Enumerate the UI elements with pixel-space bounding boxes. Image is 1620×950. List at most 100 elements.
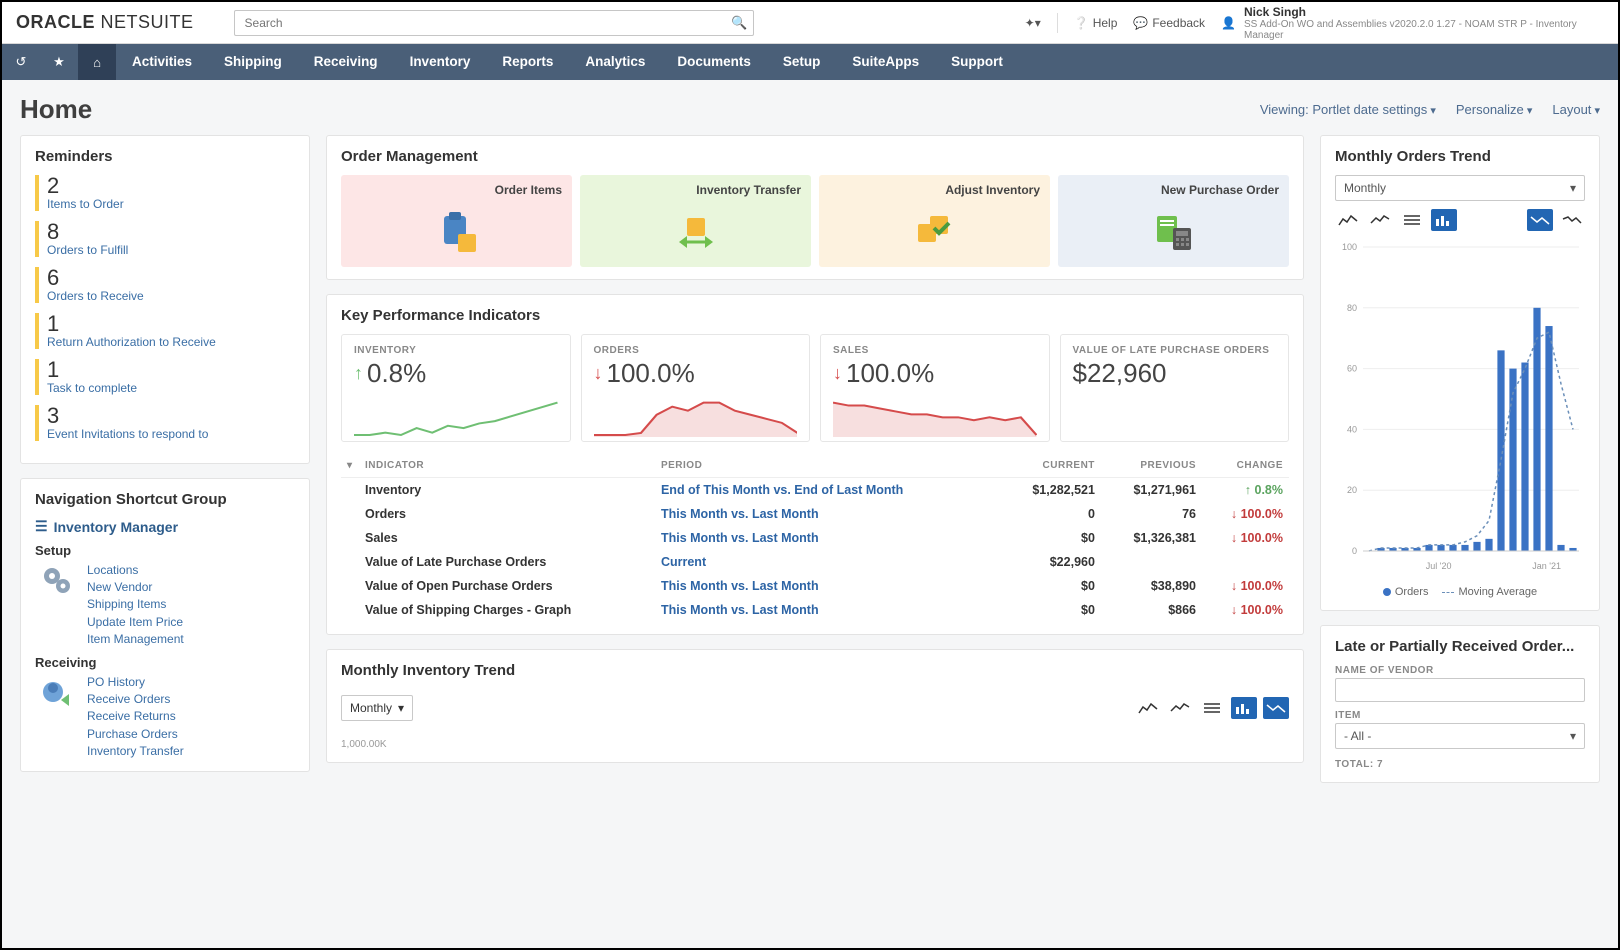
order-mgmt-portlet: Order Management Order Items Inventory T…: [326, 135, 1304, 280]
nav-setup[interactable]: Setup: [767, 44, 837, 80]
svg-text:60: 60: [1347, 364, 1357, 374]
area-chart-icon[interactable]: [1135, 697, 1161, 719]
reminder-item[interactable]: 6 Orders to Receive: [35, 267, 295, 303]
inv-trend-select[interactable]: Monthly▾: [341, 695, 413, 721]
table-row: Value of Shipping Charges - Graph This M…: [341, 598, 1289, 622]
shortcut-link[interactable]: Update Item Price: [87, 614, 184, 630]
nav-receiving[interactable]: Receiving: [298, 44, 394, 80]
orders-chart: 020406080100Jul '20Jan '21: [1335, 239, 1585, 579]
viewing-dropdown[interactable]: Viewing: Portlet date settings: [1260, 102, 1436, 117]
om-tile-label: Order Items: [351, 183, 562, 197]
reminder-label[interactable]: Event Invitations to respond to: [47, 427, 295, 441]
feedback-link[interactable]: 💬Feedback: [1133, 16, 1205, 30]
om-tile-label: Inventory Transfer: [590, 183, 801, 197]
reminders-title: Reminders: [35, 148, 295, 165]
om-tile[interactable]: Inventory Transfer: [580, 175, 811, 267]
kpi-title: Key Performance Indicators: [341, 307, 1289, 324]
reminder-count: 2: [47, 175, 295, 197]
trend-chart-icon[interactable]: [1559, 209, 1585, 231]
nav-reports[interactable]: Reports: [486, 44, 569, 80]
monthly-orders-select[interactable]: Monthly▾: [1335, 175, 1585, 201]
combo-chart-icon[interactable]: [1263, 697, 1289, 719]
reminder-label[interactable]: Items to Order: [47, 197, 295, 211]
reminder-label[interactable]: Orders to Fulfill: [47, 243, 295, 257]
om-tile-label: Adjust Inventory: [829, 183, 1040, 197]
vendor-input[interactable]: [1335, 678, 1585, 702]
kpi-card[interactable]: VALUE OF LATE PURCHASE ORDERS $22,960: [1060, 334, 1290, 442]
search-icon[interactable]: 🔍: [731, 15, 747, 30]
nav-suiteapps[interactable]: SuiteApps: [836, 44, 935, 80]
user-block[interactable]: 👤 Nick Singh SS Add-On WO and Assemblies…: [1221, 5, 1604, 41]
order-mgmt-title: Order Management: [341, 148, 1289, 165]
table-row: Value of Late Purchase Orders Current $2…: [341, 550, 1289, 574]
nav-documents[interactable]: Documents: [661, 44, 767, 80]
combo-chart-icon[interactable]: [1527, 209, 1553, 231]
line-chart-icon[interactable]: [1167, 697, 1193, 719]
shortcut-link[interactable]: PO History: [87, 674, 184, 690]
kpi-card[interactable]: ORDERS ↓100.0%: [581, 334, 811, 442]
shortcut-role[interactable]: ☰ Inventory Manager: [35, 518, 295, 535]
shortcut-link[interactable]: New Vendor: [87, 579, 184, 595]
om-tile[interactable]: Adjust Inventory: [819, 175, 1050, 267]
shortcut-link[interactable]: Inventory Transfer: [87, 743, 184, 759]
bar-chart-icon[interactable]: [1231, 697, 1257, 719]
search-input[interactable]: [234, 10, 754, 36]
table-row: Sales This Month vs. Last Month $0 $1,32…: [341, 526, 1289, 550]
shortcut-link[interactable]: Receive Returns: [87, 708, 184, 724]
user-icon: 👤: [1221, 16, 1236, 30]
item-select[interactable]: - All -▾: [1335, 723, 1585, 749]
reminder-item[interactable]: 8 Orders to Fulfill: [35, 221, 295, 257]
om-tile[interactable]: Order Items: [341, 175, 572, 267]
orders-legend: Orders Moving Average: [1335, 586, 1585, 598]
area-chart-icon[interactable]: [1335, 209, 1361, 231]
reminder-item[interactable]: 2 Items to Order: [35, 175, 295, 211]
shortcut-link[interactable]: Shipping Items: [87, 596, 184, 612]
nav-shipping[interactable]: Shipping: [208, 44, 298, 80]
shortcut-link[interactable]: Receive Orders: [87, 691, 184, 707]
shortcuts-portlet: Navigation Shortcut Group ☰ Inventory Ma…: [20, 478, 310, 772]
shortcuts-title: Navigation Shortcut Group: [35, 491, 295, 508]
kpi-card-label: VALUE OF LATE PURCHASE ORDERS: [1073, 345, 1277, 356]
kpi-card[interactable]: SALES ↓100.0%: [820, 334, 1050, 442]
reminder-item[interactable]: 1 Return Authorization to Receive: [35, 313, 295, 349]
kpi-card-value: ↓100.0%: [594, 358, 798, 389]
reminder-label[interactable]: Orders to Receive: [47, 289, 295, 303]
help-link[interactable]: ❔Help: [1074, 16, 1118, 30]
nav-support[interactable]: Support: [935, 44, 1019, 80]
top-right: ✦▾ ❔Help 💬Feedback 👤 Nick Singh SS Add-O…: [1025, 5, 1604, 41]
kpi-table: ▾INDICATORPERIODCURRENTPREVIOUSCHANGE In…: [341, 454, 1289, 622]
shortcut-link[interactable]: Item Management: [87, 631, 184, 647]
om-tile-label: New Purchase Order: [1068, 183, 1279, 197]
role-switch-icon[interactable]: ✦▾: [1025, 16, 1041, 30]
favorites-icon[interactable]: ★: [40, 44, 78, 80]
late-received-title: Late or Partially Received Order...: [1335, 638, 1585, 655]
nav-inventory[interactable]: Inventory: [394, 44, 487, 80]
search-wrap: 🔍: [234, 10, 774, 36]
reminder-item[interactable]: 3 Event Invitations to respond to: [35, 405, 295, 441]
personalize-dropdown[interactable]: Personalize: [1456, 102, 1533, 117]
monthly-orders-portlet: Monthly Orders Trend Monthly▾ 0204060801…: [1320, 135, 1600, 611]
reminder-item[interactable]: 1 Task to complete: [35, 359, 295, 395]
svg-text:Jul '20: Jul '20: [1426, 561, 1452, 571]
kpi-card-value: ↑0.8%: [354, 358, 558, 389]
nav-analytics[interactable]: Analytics: [569, 44, 661, 80]
recent-icon[interactable]: ↺: [2, 44, 40, 80]
vendor-label: NAME OF VENDOR: [1335, 665, 1585, 676]
layout-dropdown[interactable]: Layout: [1552, 102, 1600, 117]
home-icon[interactable]: ⌂: [78, 44, 116, 80]
user-role: SS Add-On WO and Assemblies v2020.2.0 1.…: [1244, 19, 1604, 41]
kpi-card[interactable]: INVENTORY ↑0.8%: [341, 334, 571, 442]
reminder-label[interactable]: Task to complete: [47, 381, 295, 395]
shortcut-link[interactable]: Purchase Orders: [87, 726, 184, 742]
item-label: ITEM: [1335, 710, 1585, 721]
om-tile[interactable]: New Purchase Order: [1058, 175, 1289, 267]
list-icon[interactable]: [1399, 209, 1425, 231]
bar-chart-icon[interactable]: [1431, 209, 1457, 231]
reminder-label[interactable]: Return Authorization to Receive: [47, 335, 295, 349]
list-icon[interactable]: [1199, 697, 1225, 719]
line-chart-icon[interactable]: [1367, 209, 1393, 231]
nav-activities[interactable]: Activities: [116, 44, 208, 80]
shortcut-setup-label: Setup: [35, 543, 295, 558]
shortcut-link[interactable]: Locations: [87, 562, 184, 578]
kpi-card-label: ORDERS: [594, 345, 798, 356]
